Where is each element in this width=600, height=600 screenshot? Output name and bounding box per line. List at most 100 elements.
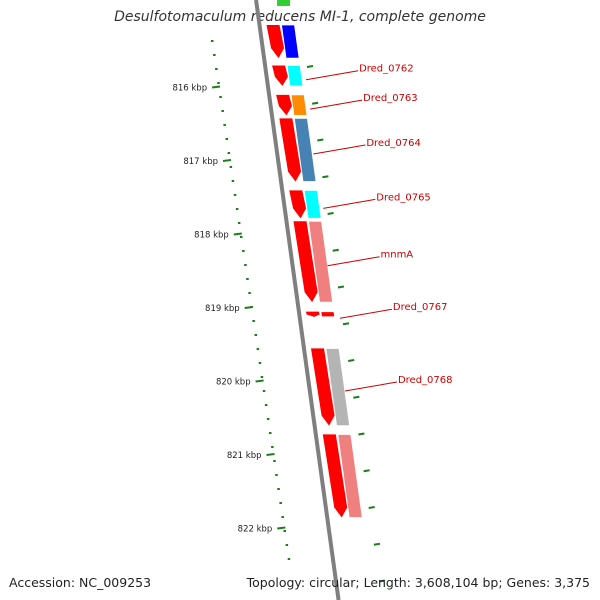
backbone [254, 0, 341, 600]
gc-dot [258, 362, 262, 364]
gc-dot [246, 278, 249, 280]
minor-tick [348, 359, 355, 362]
kbp-tick [277, 526, 286, 530]
cds-arrow [293, 221, 318, 303]
gc-dot [213, 54, 216, 56]
kbp-tick [244, 306, 253, 309]
gc-dot [229, 166, 233, 168]
gc-dot [283, 530, 286, 532]
minor-tick [311, 101, 319, 105]
map-title: Desulfotomaculum reducens MI-1, complete… [114, 9, 486, 25]
gene-box [308, 220, 334, 303]
minor-tick [353, 395, 360, 399]
kbp-tick [233, 232, 242, 236]
gene-box [293, 117, 317, 182]
gc-dot [237, 222, 241, 224]
minor-tick [342, 322, 350, 326]
cds-arrow [276, 94, 292, 116]
gc-dot [269, 432, 272, 434]
kbp-tick [211, 85, 221, 89]
gc-plot [211, 40, 291, 560]
minor-tick [327, 212, 334, 215]
minor-tick [306, 65, 314, 68]
gc-dot [273, 460, 276, 462]
gc-dot [266, 418, 270, 420]
gene-label: mnmA [380, 250, 413, 261]
gc-dot [252, 320, 255, 322]
accession-text: Accession: NC_009253 [9, 575, 152, 590]
gc-dot [231, 180, 235, 182]
gene-label: Dred_0765 [376, 192, 431, 203]
gc-dot [217, 82, 220, 84]
kbp-tick-label: 818 kbp [194, 231, 229, 241]
gc-dot [233, 194, 237, 196]
gene-label-leader [327, 256, 380, 267]
gc-dot [285, 544, 289, 546]
kbp-tick-label: 819 kbp [205, 304, 240, 314]
cds-arrow [279, 118, 302, 182]
minor-tick [337, 285, 345, 289]
cds-arrow [289, 190, 307, 219]
gc-dot [281, 516, 284, 518]
minor-tick [378, 579, 386, 583]
cds-arrow [305, 311, 320, 317]
gene-label-leader [339, 308, 393, 319]
gene-label-leader [310, 99, 363, 110]
gc-dot [287, 558, 291, 560]
gene-box [337, 434, 363, 518]
gc-dot [264, 404, 268, 406]
gene-box [290, 94, 308, 116]
backbone-line [254, 0, 341, 600]
minor-tick [373, 542, 381, 546]
kbp-scale: 816 kbp 817 kbp 818 kbp 819 kbp 820 kbp 821 k… [172, 65, 386, 583]
gene-track [277, 0, 363, 518]
gc-dot [211, 40, 214, 42]
gene-box-partial [277, 0, 291, 6]
minor-tick [368, 506, 375, 509]
gc-dot [223, 124, 226, 126]
kbp-tick [266, 453, 275, 456]
gene-box [281, 24, 300, 59]
cds-arrow [266, 25, 285, 59]
gc-dot [242, 250, 245, 252]
gc-dot [227, 152, 231, 154]
gc-dot [240, 236, 243, 238]
gc-dot [275, 474, 278, 476]
gc-dot [271, 446, 274, 448]
gc-dot [235, 208, 239, 210]
gc-dot [219, 96, 222, 98]
cds-arrow [310, 348, 335, 426]
gc-dot [262, 390, 266, 392]
minor-tick [317, 138, 324, 142]
gene-box [325, 348, 351, 427]
gene-label-leader [313, 144, 366, 155]
gene-label-leader [344, 381, 398, 392]
kbp-tick-label: 816 kbp [172, 84, 207, 94]
gene-box [303, 189, 322, 219]
gc-dot [256, 348, 260, 350]
genome-summary-text: Topology: circular; Length: 3,608,104 bp… [246, 575, 590, 590]
gc-dot [248, 292, 251, 294]
kbp-tick [255, 379, 264, 383]
kbp-tick [222, 159, 232, 162]
gc-dot [221, 110, 224, 112]
minor-tick [358, 432, 365, 436]
kbp-tick-label: 822 kbp [238, 525, 273, 535]
kbp-tick-label: 821 kbp [227, 451, 262, 461]
cds-arrow [272, 65, 288, 87]
gc-dot [215, 68, 218, 70]
gc-dot [225, 138, 228, 140]
gc-dot [260, 376, 264, 378]
gene-label-leader [323, 198, 376, 209]
cds-arrow [322, 434, 348, 518]
gene-box [320, 311, 336, 318]
minor-tick [332, 248, 339, 252]
cds-track [266, 25, 348, 518]
gc-dot [277, 488, 280, 490]
minor-tick [363, 469, 370, 473]
kbp-tick-label: 817 kbp [183, 157, 218, 167]
gc-dot [279, 502, 282, 504]
gc-dot [244, 264, 247, 266]
